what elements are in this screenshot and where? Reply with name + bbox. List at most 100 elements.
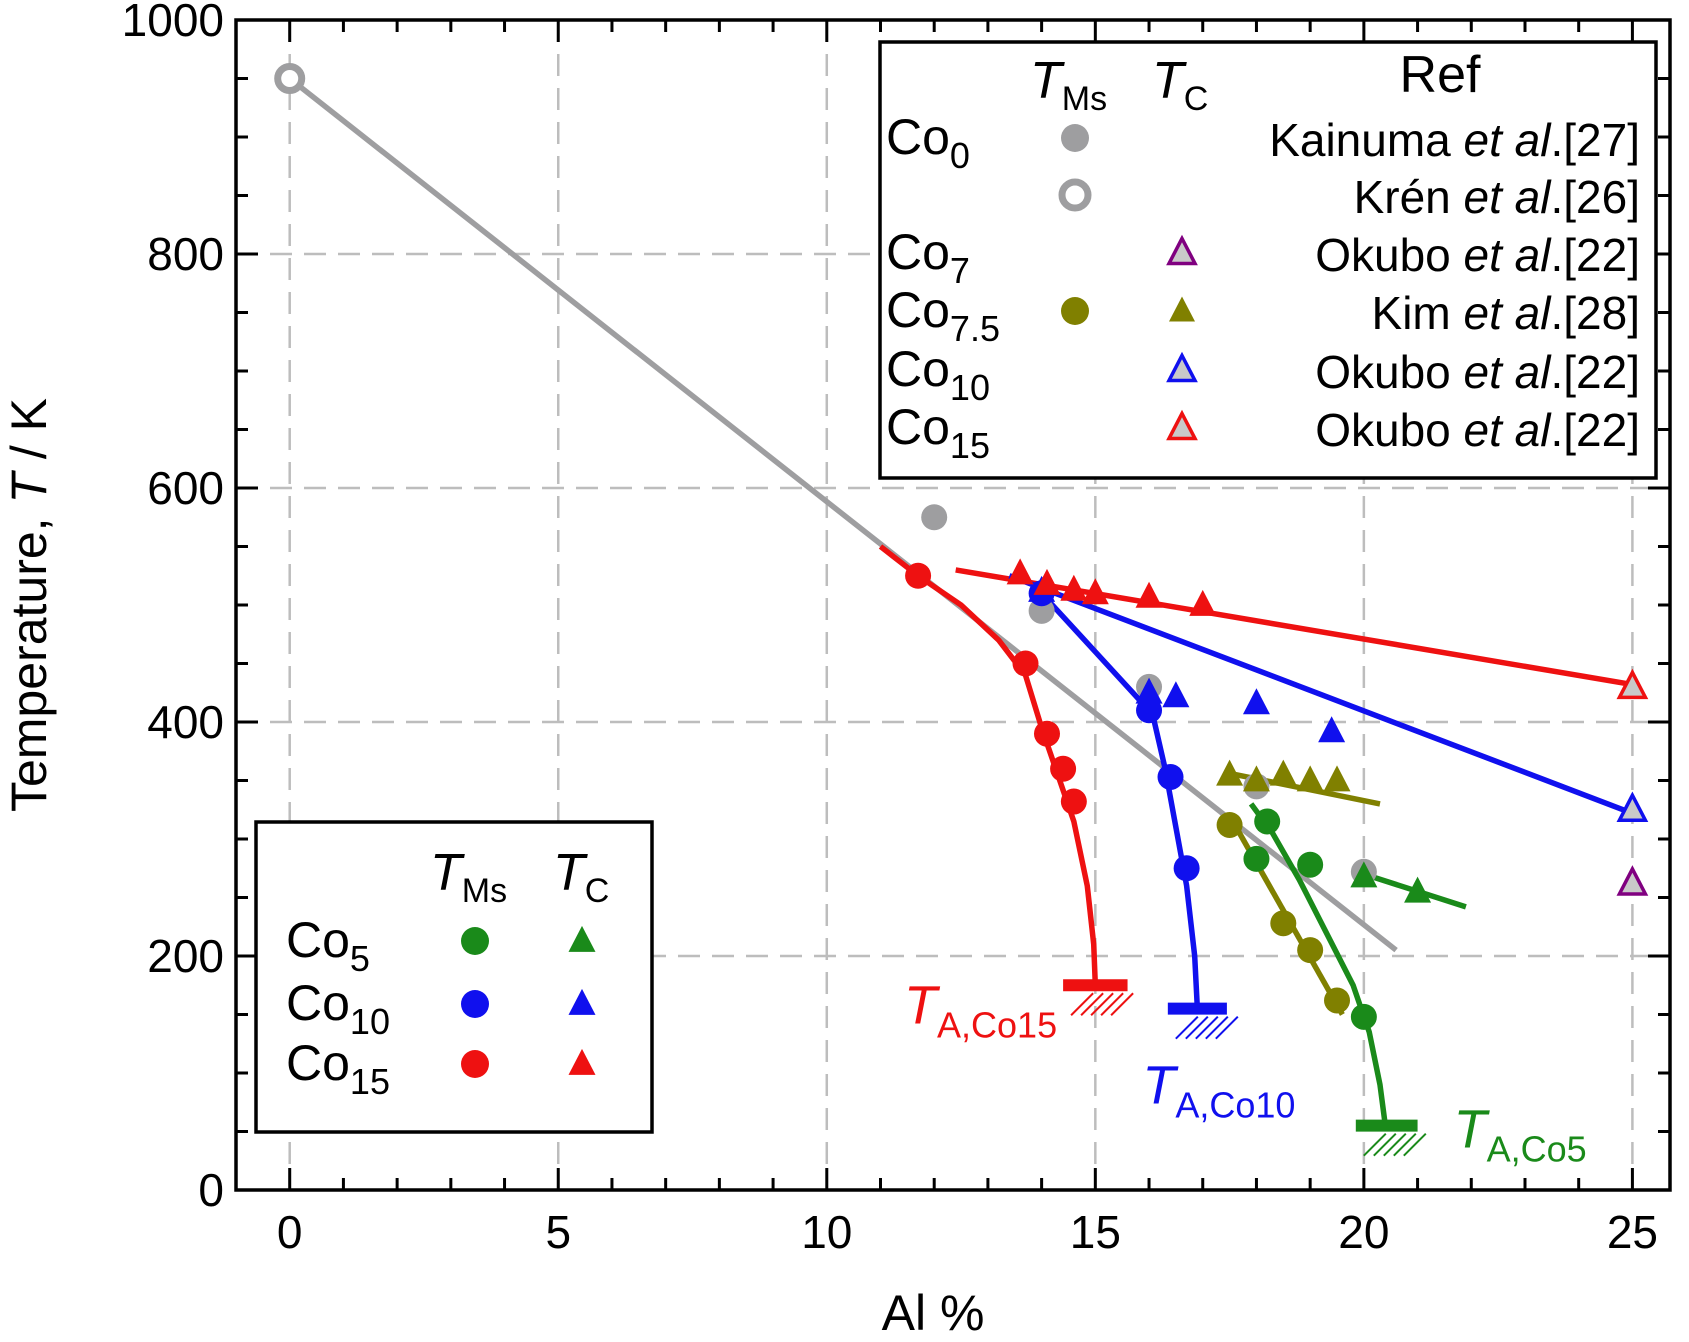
data-point [1216, 759, 1244, 786]
legend-header-sub: C [585, 872, 610, 910]
legend-alloy: Co15 [886, 399, 990, 466]
data-point [274, 63, 306, 94]
legend-ms-marker [1061, 124, 1089, 152]
data-point [1270, 910, 1297, 937]
legend-alloy-sub: 0 [950, 135, 970, 176]
ta-label-var: T [904, 975, 941, 1035]
data-point [1323, 765, 1351, 792]
y-tick-label: 600 [147, 462, 224, 514]
data-point [1135, 581, 1163, 608]
data-point [1254, 808, 1281, 835]
x-tick-label: 5 [545, 1206, 571, 1258]
legend-ref-num: .[28] [1550, 287, 1640, 339]
ta-hatch [1205, 1015, 1229, 1040]
data-point [1157, 763, 1184, 790]
legend-tc-marker [568, 1048, 596, 1075]
legend-ms-marker [1058, 178, 1092, 212]
legend-alloy-sub: 15 [350, 1061, 390, 1102]
ta-label: TA,Co5 [1454, 1100, 1587, 1170]
legend-ref-etal: et al [1464, 171, 1553, 223]
legend-ms-marker [1061, 297, 1089, 325]
legend-tc-marker [1166, 351, 1198, 383]
legend-ref-num: .[22] [1550, 229, 1640, 281]
data-point [1216, 811, 1243, 838]
legend-alloy: Co5 [286, 912, 370, 979]
data-point [1297, 851, 1324, 878]
legend-alloy-sub: 10 [950, 367, 990, 408]
legend-ref-num: .[27] [1550, 114, 1640, 166]
data-point [1243, 845, 1270, 872]
fit-line [955, 567, 1633, 688]
data-point [1404, 876, 1432, 903]
legend-alloy-sub: 7.5 [950, 308, 1000, 349]
legend-alloy: Co7.5 [886, 282, 1000, 349]
ta-hatch [1393, 1132, 1417, 1157]
legend-header-sub: C [1184, 80, 1209, 118]
data-point [1162, 681, 1190, 708]
ta-label-sub: A,Co5 [1487, 1129, 1587, 1170]
legend-alloy: Co10 [286, 975, 390, 1042]
legend-ref: Okubo et al.[22] [1315, 229, 1640, 281]
data-point [1033, 720, 1060, 747]
ta-hatch [1185, 1015, 1209, 1040]
legend-alloy: Co15 [286, 1035, 390, 1102]
y-tick-label: 1000 [122, 0, 224, 46]
legend-header-sub: Ms [1062, 80, 1107, 118]
ta-label: TA,Co15 [904, 975, 1057, 1045]
legend-header-tms: TMs [1030, 52, 1107, 118]
ta-hatch [1363, 1132, 1387, 1157]
legend-ref-author: Krén [1354, 171, 1464, 223]
legend-ref: Okubo et al.[22] [1315, 404, 1640, 456]
legend-alloy-sub: 10 [350, 1001, 390, 1042]
legend-ref-author: Okubo [1315, 229, 1463, 281]
data-point [1081, 578, 1109, 605]
data-point [1297, 937, 1324, 964]
x-tick-label: 0 [277, 1206, 303, 1258]
legend-ref: Okubo et al.[22] [1315, 346, 1640, 398]
data-point [1318, 716, 1346, 743]
legend-ref: Kim et al.[28] [1372, 287, 1640, 339]
legend-header-var: T [1030, 52, 1065, 110]
legend-ref-etal: et al [1464, 346, 1553, 398]
legend-alloy-base: Co [886, 224, 950, 280]
legend-ref-etal: et al [1464, 114, 1553, 166]
data-point [1189, 589, 1217, 616]
legend-alloy-base: Co [886, 282, 950, 338]
fit-line [288, 76, 1398, 953]
ta-label: TA,Co10 [1142, 1056, 1295, 1126]
data-point [1242, 765, 1270, 792]
data-point [1242, 688, 1270, 715]
legend-ref-author: Kim [1372, 287, 1464, 339]
y-tick-label: 0 [198, 1164, 224, 1216]
legend-alloy: Co10 [886, 341, 990, 408]
ta-label-var: T [1142, 1056, 1179, 1116]
legend-alloy-base: Co [286, 975, 350, 1031]
data-point [1324, 987, 1351, 1014]
legend-ref-etal: et al [1464, 404, 1553, 456]
data-point [1060, 574, 1088, 601]
legend-alloy: Co7 [886, 224, 970, 291]
ta-hatch [1090, 992, 1114, 1016]
fit-line [1248, 802, 1389, 1127]
legend-alloy-base: Co [286, 912, 350, 968]
y-axis-title-var: T [1, 470, 57, 504]
x-tick-label: 15 [1070, 1206, 1121, 1258]
x-axis-title: Al % [882, 1285, 985, 1337]
data-point [1350, 861, 1378, 888]
data-point [1173, 855, 1200, 882]
data-point [1269, 759, 1297, 786]
legend-alloy-base: Co [886, 399, 950, 455]
legend-header-tc: TC [1152, 52, 1208, 118]
data-point [1616, 791, 1649, 823]
data-point [921, 504, 948, 531]
legend-ref-num: .[22] [1550, 346, 1640, 398]
x-tick-label: 25 [1607, 1206, 1658, 1258]
legend-alloy-sub: 5 [350, 938, 370, 979]
data-point [1012, 650, 1039, 677]
legend-header-var: T [553, 844, 588, 902]
legend-header-var: T [1152, 52, 1187, 110]
y-axis-title: Temperature, T / K [1, 398, 57, 812]
y-tick-label: 800 [147, 228, 224, 280]
